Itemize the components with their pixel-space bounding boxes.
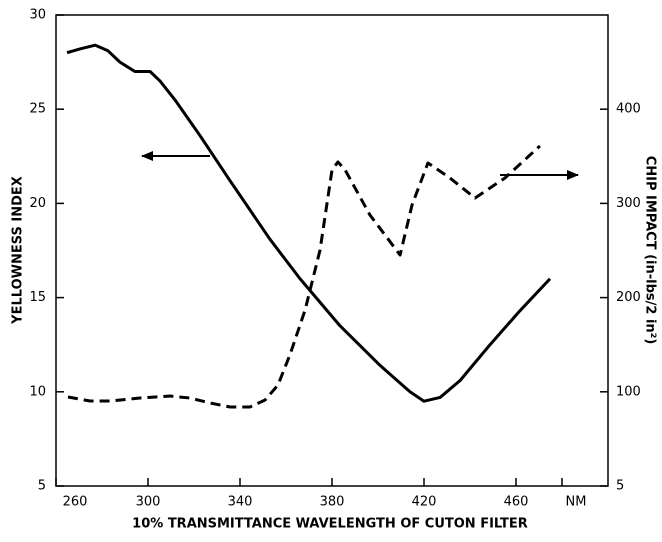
y2-tick-label: 5 <box>616 479 624 494</box>
y-tick-label: 10 <box>29 384 46 399</box>
x-tick-label: 260 <box>63 495 88 510</box>
series-line <box>66 43 552 403</box>
y-tick-label: 20 <box>29 196 46 211</box>
x-tick-label: 380 <box>320 495 345 510</box>
y-tick-label: 30 <box>29 8 46 23</box>
y2-axis-title: CHIP IMPACT (in-lbs/2 in²) <box>643 156 658 345</box>
x-tick-label: 460 <box>504 495 529 510</box>
series-line <box>67 144 541 409</box>
y-axis-title: YELLOWNESS INDEX <box>11 176 26 325</box>
y-tick-label: 5 <box>38 479 46 494</box>
x-tick-label: 300 <box>136 495 161 510</box>
y-tick-label: 15 <box>29 290 46 305</box>
x-tick-label: 420 <box>412 495 437 510</box>
y2-tick-label: 300 <box>616 196 641 211</box>
y-tick-label: 25 <box>29 102 46 117</box>
y2-tick-label: 100 <box>616 384 641 399</box>
plot-frame <box>55 14 609 487</box>
x-tick-label: NM <box>566 495 587 510</box>
x-tick-label: 340 <box>228 495 253 510</box>
y2-tick-label: 200 <box>616 290 641 305</box>
y2-tick-label: 400 <box>616 102 641 117</box>
x-axis-title: 10% TRANSMITTANCE WAVELENGTH OF CUTON FI… <box>132 517 528 532</box>
